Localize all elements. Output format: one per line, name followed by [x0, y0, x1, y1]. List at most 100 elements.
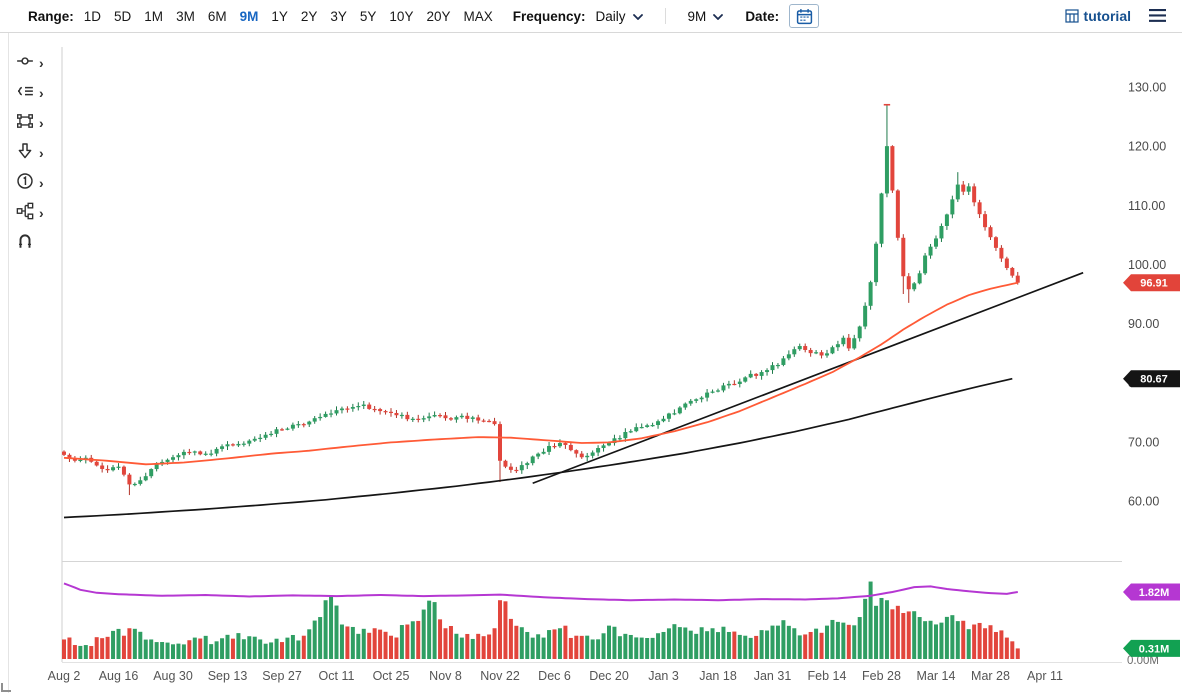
- magnet-tool[interactable]: [16, 232, 44, 253]
- svg-text:130.00: 130.00: [1128, 81, 1166, 95]
- range-option-20y[interactable]: 20Y: [426, 8, 451, 24]
- candlestick-series: [62, 103, 1020, 496]
- slow-ma-line: [63, 377, 1013, 519]
- toolbar: Range: 1D 5D 1M 3M 6M 9M 1Y 2Y 3Y 5Y 10Y 20Y MAX Fre…: [0, 0, 1182, 33]
- tutorial-link[interactable]: tutorial: [1064, 8, 1131, 24]
- svg-text:Sep 27: Sep 27: [262, 669, 302, 683]
- chevron-right-icon: ›: [39, 84, 44, 101]
- value-badges: 96.91 80.67 1.82M 0.31M: [1123, 274, 1180, 657]
- svg-text:Aug 30: Aug 30: [153, 669, 193, 683]
- svg-text:70.00: 70.00: [1128, 435, 1159, 449]
- range-option-1y[interactable]: 1Y: [271, 8, 288, 24]
- chevron-right-icon: ›: [39, 174, 44, 191]
- range-option-3m[interactable]: 3M: [176, 8, 195, 24]
- svg-text:Apr 11: Apr 11: [1027, 669, 1063, 683]
- chevron-right-icon: ›: [39, 144, 44, 161]
- range-option-5d[interactable]: 5D: [114, 8, 132, 24]
- svg-text:Aug 16: Aug 16: [99, 669, 139, 683]
- tutorial-icon: [1064, 9, 1079, 23]
- arrow-annotation-tool[interactable]: ›: [16, 142, 44, 163]
- svg-text:Nov 22: Nov 22: [480, 669, 520, 683]
- svg-text:Jan 3: Jan 3: [648, 669, 679, 683]
- flow-tool-icon: [16, 202, 34, 223]
- number-annotation-tool-icon: [16, 172, 34, 193]
- svg-text:Sep 13: Sep 13: [208, 669, 248, 683]
- chevron-down-icon: [632, 14, 643, 20]
- svg-text:Jan 31: Jan 31: [754, 669, 792, 683]
- svg-text:0.31M: 0.31M: [1139, 643, 1170, 655]
- chart-canvas[interactable]: 130.00120.00110.00100.0090.0080.0070.006…: [0, 33, 1182, 693]
- range-option-max[interactable]: MAX: [463, 8, 493, 24]
- shapes-tool[interactable]: ›: [16, 112, 44, 133]
- svg-text:Oct 25: Oct 25: [373, 669, 410, 683]
- badge-volume-ma-current: 1.82M: [1123, 583, 1180, 601]
- svg-text:90.00: 90.00: [1128, 317, 1159, 331]
- time-axis: Aug 2 Aug 16 Aug 30 Sep 13 Sep 27 Oct 11 Oct 2…: [48, 669, 1063, 683]
- shapes-tool-icon: [16, 112, 34, 133]
- volume-series: [62, 581, 1020, 659]
- chevron-right-icon: ›: [39, 204, 44, 221]
- magnet-tool-icon: [16, 232, 34, 253]
- period-value: 9M: [687, 8, 707, 24]
- svg-text:96.91: 96.91: [1140, 278, 1168, 290]
- svg-text:Feb 14: Feb 14: [808, 669, 847, 683]
- chevron-right-icon: ›: [39, 114, 44, 131]
- svg-text:Mar 14: Mar 14: [917, 669, 956, 683]
- chevron-right-icon: ›: [39, 54, 44, 71]
- range-option-1d[interactable]: 1D: [83, 8, 102, 24]
- svg-text:Nov 8: Nov 8: [429, 669, 462, 683]
- number-annotation-tool[interactable]: ›: [16, 172, 44, 193]
- drawing-toolbar: › › › › › ›: [16, 52, 44, 253]
- svg-text:120.00: 120.00: [1128, 140, 1166, 154]
- range-label: Range:: [28, 8, 74, 24]
- range-option-10y[interactable]: 10Y: [389, 8, 414, 24]
- drawings-tool[interactable]: ›: [16, 82, 44, 103]
- fast-ma-line: [63, 281, 1018, 466]
- hamburger-icon: [1149, 9, 1166, 22]
- period-dropdown[interactable]: 9M: [688, 9, 724, 24]
- svg-text:Dec 6: Dec 6: [538, 669, 571, 683]
- svg-text:Dec 20: Dec 20: [589, 669, 629, 683]
- volume-axis-zero: 0.00M: [1127, 655, 1159, 667]
- frequency-value: Daily: [595, 8, 626, 24]
- range-option-3y[interactable]: 3Y: [330, 8, 347, 24]
- drawings-tool-icon: [16, 82, 34, 103]
- range-option-1m[interactable]: 1M: [144, 8, 164, 24]
- svg-text:Mar 28: Mar 28: [971, 669, 1010, 683]
- chevron-down-icon: [713, 14, 724, 20]
- date-group: Date:: [745, 4, 820, 28]
- svg-text:1.82M: 1.82M: [1139, 587, 1170, 599]
- calendar-icon: [796, 8, 812, 24]
- toolbar-divider: [664, 8, 666, 24]
- date-picker-button[interactable]: [789, 4, 820, 28]
- svg-text:80.67: 80.67: [1140, 374, 1168, 386]
- flow-tool[interactable]: ›: [16, 202, 44, 223]
- svg-text:60.00: 60.00: [1128, 494, 1159, 508]
- toolbar-right: tutorial: [1064, 7, 1168, 25]
- frequency-dropdown[interactable]: Daily: [596, 9, 643, 24]
- svg-text:110.00: 110.00: [1128, 199, 1165, 213]
- svg-text:Jan 18: Jan 18: [699, 669, 737, 683]
- svg-text:Oct 11: Oct 11: [319, 669, 355, 683]
- measure-tool-icon: [16, 52, 34, 73]
- frequency-label: Frequency:: [512, 8, 586, 24]
- range-selector: 1D 5D 1M 3M 6M 9M 1Y 2Y 3Y 5Y 10Y 20Y MAX: [84, 9, 493, 24]
- volume-ma-line: [63, 582, 1018, 602]
- date-label: Date:: [745, 8, 780, 24]
- badge-slow-line-current: 80.67: [1123, 370, 1180, 388]
- measure-tool[interactable]: ›: [16, 52, 44, 73]
- menu-button[interactable]: [1147, 7, 1168, 25]
- range-option-6m[interactable]: 6M: [207, 8, 227, 24]
- range-option-2y[interactable]: 2Y: [300, 8, 318, 24]
- svg-text:Aug 2: Aug 2: [48, 669, 81, 683]
- tutorial-text: tutorial: [1083, 8, 1131, 24]
- range-option-9m[interactable]: 9M: [239, 8, 259, 24]
- arrow-annotation-tool-icon: [16, 142, 34, 163]
- svg-text:Feb 28: Feb 28: [862, 669, 901, 683]
- badge-volume-current: 0.31M: [1123, 639, 1180, 657]
- chart-frame: [61, 47, 1122, 663]
- badge-price-current: 96.91: [1123, 274, 1180, 292]
- left-border: [8, 33, 9, 693]
- range-option-5y[interactable]: 5Y: [359, 8, 377, 24]
- resize-grip[interactable]: [1, 683, 11, 692]
